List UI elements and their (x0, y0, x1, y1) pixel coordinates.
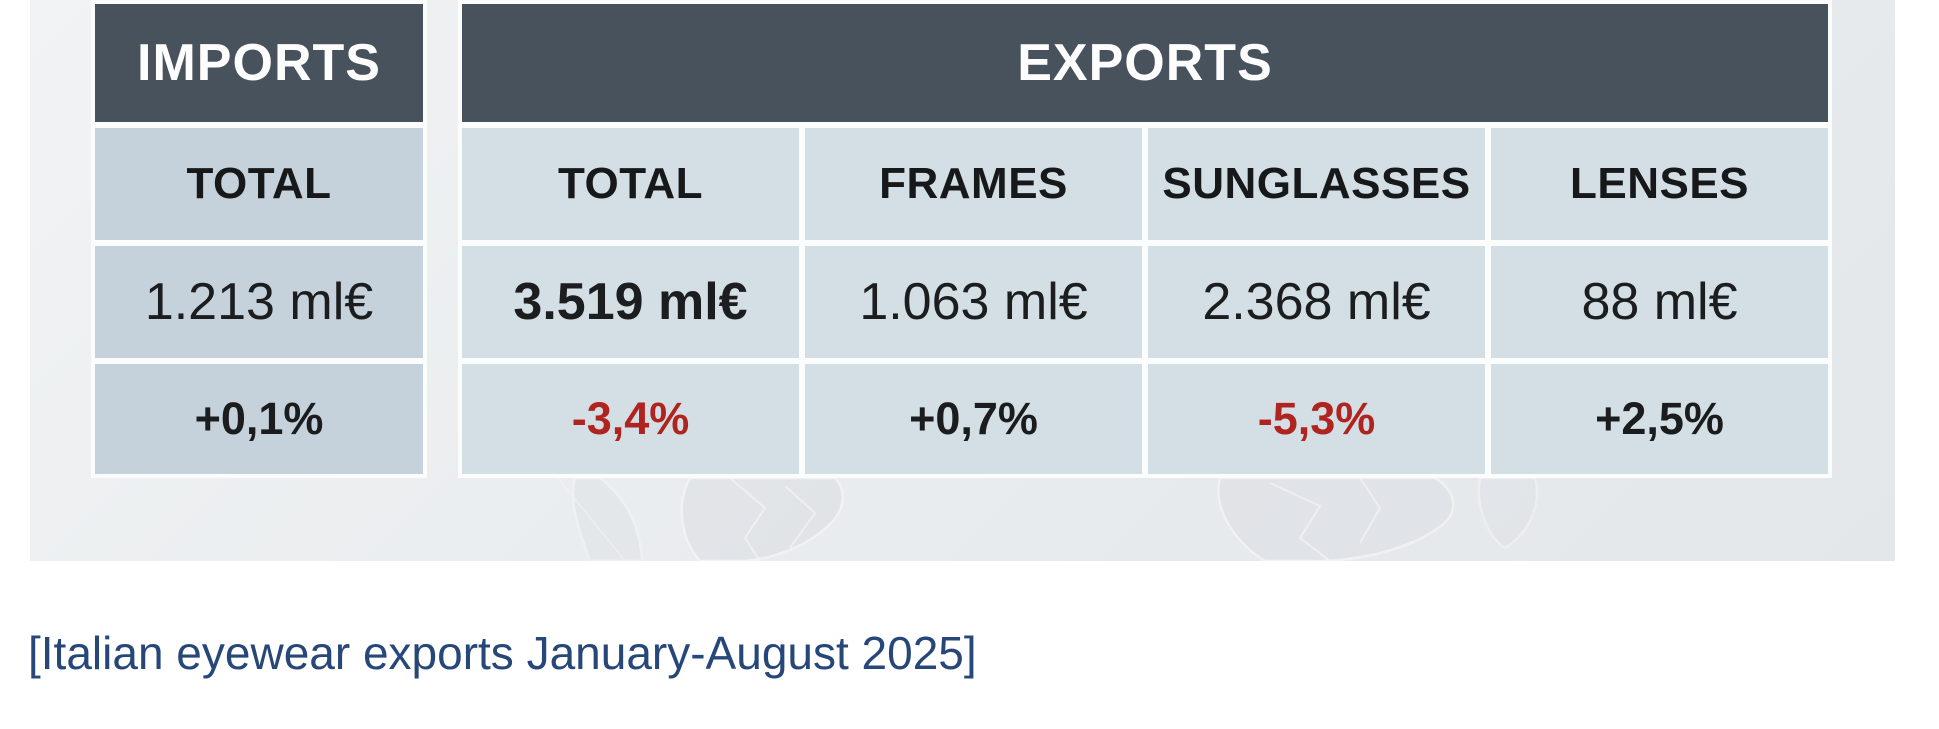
exports-table: EXPORTS TOTAL FRAMES SUNGLASSES LENSES 3… (458, 0, 1832, 478)
figure-caption: [Italian eyewear exports January-August … (28, 627, 977, 679)
exports-lenses-label: LENSES (1491, 128, 1828, 240)
exports-lenses-value: 88 ml€ (1491, 246, 1828, 358)
exports-header: EXPORTS (462, 4, 1828, 122)
exports-sunglasses-value: 2.368 ml€ (1148, 246, 1485, 358)
exports-total-label: TOTAL (462, 128, 799, 240)
imports-total-value: 1.213 ml€ (95, 246, 423, 358)
exports-frames-label: FRAMES (805, 128, 1142, 240)
exports-frames-value: 1.063 ml€ (805, 246, 1142, 358)
exports-total-change: -3,4% (462, 364, 799, 474)
world-map-watermark (557, 478, 1539, 561)
imports-header: IMPORTS (95, 4, 423, 122)
exports-lenses-change: +2,5% (1491, 364, 1828, 474)
exports-frames-change: +0,7% (805, 364, 1142, 474)
exports-total-value: 3.519 ml€ (462, 246, 799, 358)
exports-sunglasses-change: -5,3% (1148, 364, 1485, 474)
exports-sunglasses-label: SUNGLASSES (1148, 128, 1485, 240)
imports-total-label: TOTAL (95, 128, 423, 240)
imports-table: IMPORTS TOTAL 1.213 ml€ +0,1% (91, 0, 427, 478)
imports-total-change: +0,1% (95, 364, 423, 474)
